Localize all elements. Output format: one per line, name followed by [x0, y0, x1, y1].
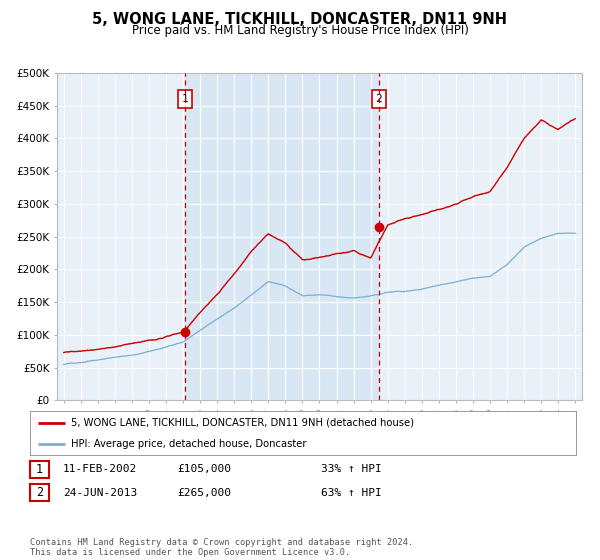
- Text: 5, WONG LANE, TICKHILL, DONCASTER, DN11 9NH (detached house): 5, WONG LANE, TICKHILL, DONCASTER, DN11 …: [71, 418, 414, 428]
- Text: 63% ↑ HPI: 63% ↑ HPI: [321, 488, 382, 498]
- Text: £265,000: £265,000: [177, 488, 231, 498]
- Text: 5, WONG LANE, TICKHILL, DONCASTER, DN11 9NH: 5, WONG LANE, TICKHILL, DONCASTER, DN11 …: [92, 12, 508, 27]
- Text: 1: 1: [182, 94, 188, 104]
- Text: 11-FEB-2002: 11-FEB-2002: [63, 464, 137, 474]
- Bar: [185, 73, 379, 400]
- Text: HPI: Average price, detached house, Doncaster: HPI: Average price, detached house, Donc…: [71, 439, 307, 449]
- Text: £105,000: £105,000: [177, 464, 231, 474]
- Text: 1: 1: [36, 463, 43, 476]
- Text: 2: 2: [36, 486, 43, 500]
- Text: Contains HM Land Registry data © Crown copyright and database right 2024.
This d: Contains HM Land Registry data © Crown c…: [30, 538, 413, 557]
- Text: Price paid vs. HM Land Registry's House Price Index (HPI): Price paid vs. HM Land Registry's House …: [131, 24, 469, 36]
- Text: 2: 2: [376, 94, 382, 104]
- Text: 24-JUN-2013: 24-JUN-2013: [63, 488, 137, 498]
- Text: 33% ↑ HPI: 33% ↑ HPI: [321, 464, 382, 474]
